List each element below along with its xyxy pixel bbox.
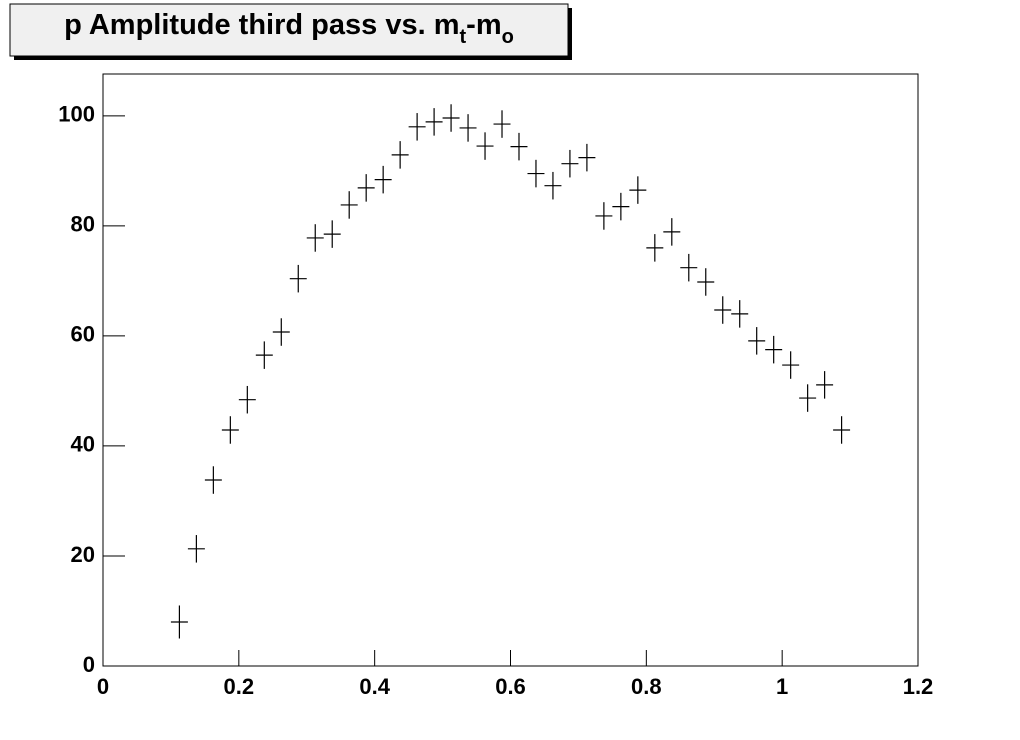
data-point [544, 171, 562, 200]
data-point [782, 351, 800, 379]
data-point [680, 253, 698, 282]
data-point [731, 300, 749, 328]
data-point [663, 218, 681, 246]
data-point [289, 264, 307, 293]
y-tick-label: 0 [83, 652, 95, 677]
data-point [204, 466, 222, 494]
y-tick-label: 100 [58, 102, 95, 127]
y-tick-label: 20 [71, 542, 95, 567]
data-point [527, 159, 545, 188]
title-sub: o [502, 26, 514, 48]
x-tick-label: 0 [97, 674, 109, 699]
y-tick-label: 60 [71, 322, 95, 347]
chart-title: p Amplitude third pass vs. mt-mo [64, 9, 514, 49]
x-tick-label: 0.6 [495, 674, 526, 699]
data-point [612, 192, 630, 221]
data-point [510, 132, 528, 161]
data-point [799, 384, 817, 412]
data-point [187, 535, 205, 563]
plot-frame [102, 73, 919, 667]
data-point [374, 165, 392, 194]
title-sub: t [459, 26, 466, 48]
data-point [646, 234, 664, 262]
data-point [238, 385, 256, 414]
data-point [595, 202, 613, 230]
data-point [425, 108, 443, 136]
title-main: p Amplitude third pass vs. m [64, 9, 459, 41]
data-point [748, 327, 766, 355]
data-point [765, 335, 783, 364]
data-point [272, 318, 290, 346]
data-point [578, 143, 596, 172]
data-point [408, 113, 426, 141]
data-point [442, 104, 460, 132]
title-box [9, 3, 569, 57]
x-tick-label: 0.2 [224, 674, 255, 699]
data-point [323, 220, 341, 248]
data-point [357, 174, 375, 202]
data-point [170, 605, 188, 639]
data-point [629, 176, 647, 204]
data-point [340, 191, 358, 219]
data-point [306, 224, 324, 252]
title-mid: -m [466, 9, 501, 41]
x-tick-label: 1 [776, 674, 788, 699]
y-tick-label: 40 [71, 432, 95, 457]
data-point [459, 114, 477, 142]
data-point [816, 371, 834, 399]
x-tick-label: 0.4 [359, 674, 390, 699]
data-point [714, 296, 732, 324]
data-point [697, 268, 715, 296]
data-point [493, 110, 511, 138]
data-point [221, 416, 239, 444]
data-point [391, 141, 409, 169]
x-tick-label: 1.2 [903, 674, 934, 699]
data-point [561, 149, 579, 178]
data-point [476, 132, 494, 160]
data-point [833, 416, 851, 444]
x-tick-label: 0.8 [631, 674, 662, 699]
y-tick-label: 80 [71, 212, 95, 237]
data-point [255, 341, 273, 369]
